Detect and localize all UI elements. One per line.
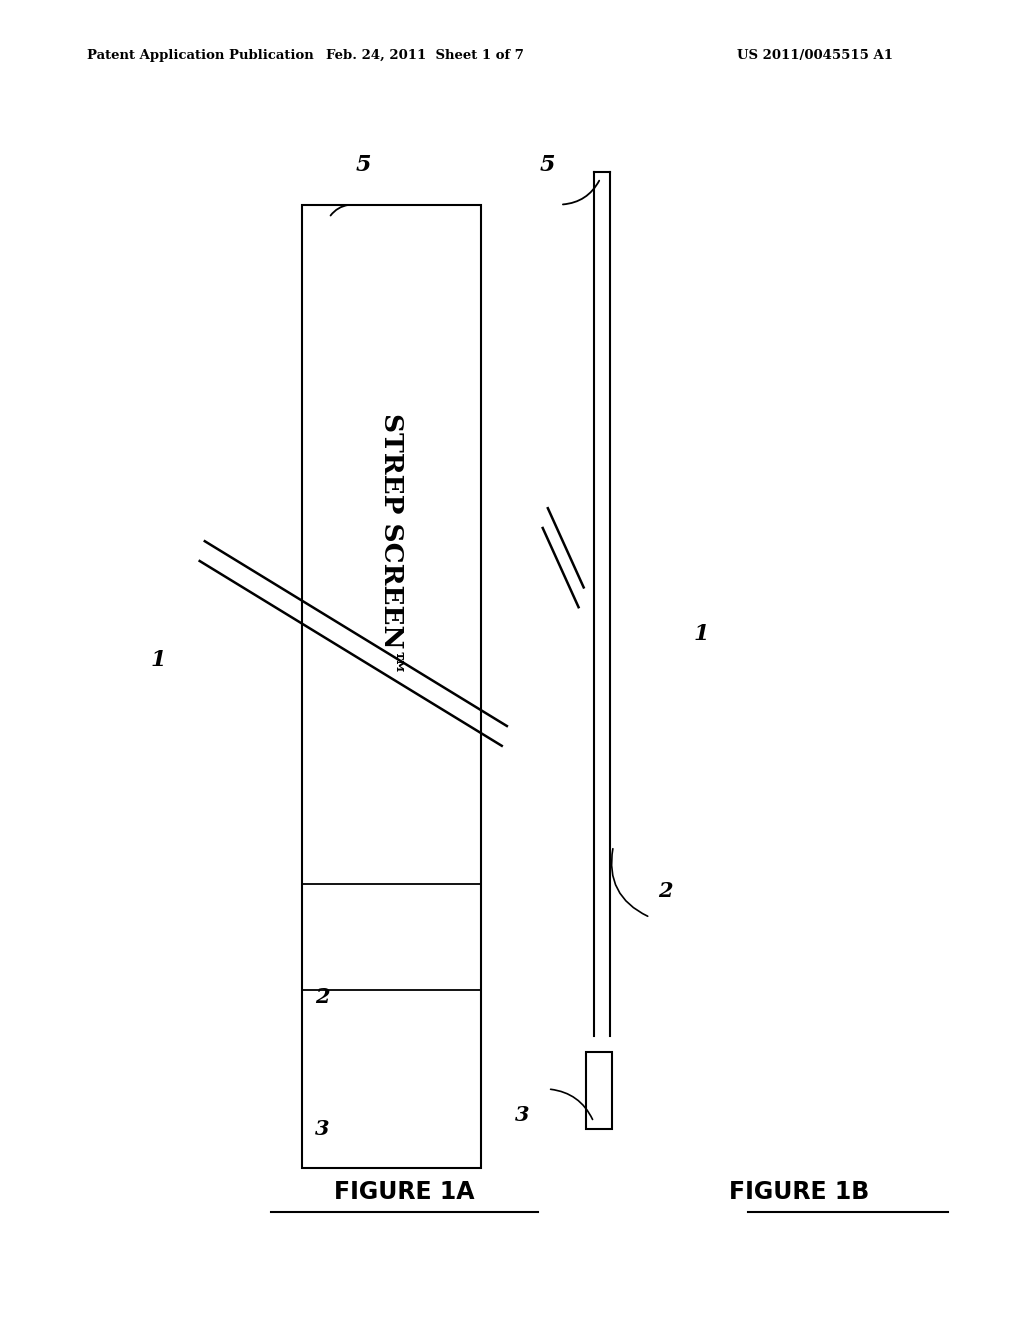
Text: 3: 3 bbox=[315, 1118, 330, 1139]
Text: US 2011/0045515 A1: US 2011/0045515 A1 bbox=[737, 49, 893, 62]
Text: FIGURE 1A: FIGURE 1A bbox=[334, 1180, 475, 1204]
Bar bbox=[586, 1052, 612, 1129]
Bar bbox=[302, 205, 481, 1168]
Text: 2: 2 bbox=[658, 880, 673, 902]
Text: 1: 1 bbox=[693, 623, 710, 644]
Text: Patent Application Publication: Patent Application Publication bbox=[87, 49, 313, 62]
Text: 5: 5 bbox=[540, 154, 556, 176]
Text: Feb. 24, 2011  Sheet 1 of 7: Feb. 24, 2011 Sheet 1 of 7 bbox=[326, 49, 524, 62]
Text: 2: 2 bbox=[315, 986, 330, 1007]
Text: 3: 3 bbox=[515, 1105, 529, 1126]
Text: 1: 1 bbox=[151, 649, 167, 671]
Text: 5: 5 bbox=[355, 154, 372, 176]
Text: FIGURE 1B: FIGURE 1B bbox=[729, 1180, 868, 1204]
Text: STREP SCREEN™: STREP SCREEN™ bbox=[379, 413, 404, 676]
